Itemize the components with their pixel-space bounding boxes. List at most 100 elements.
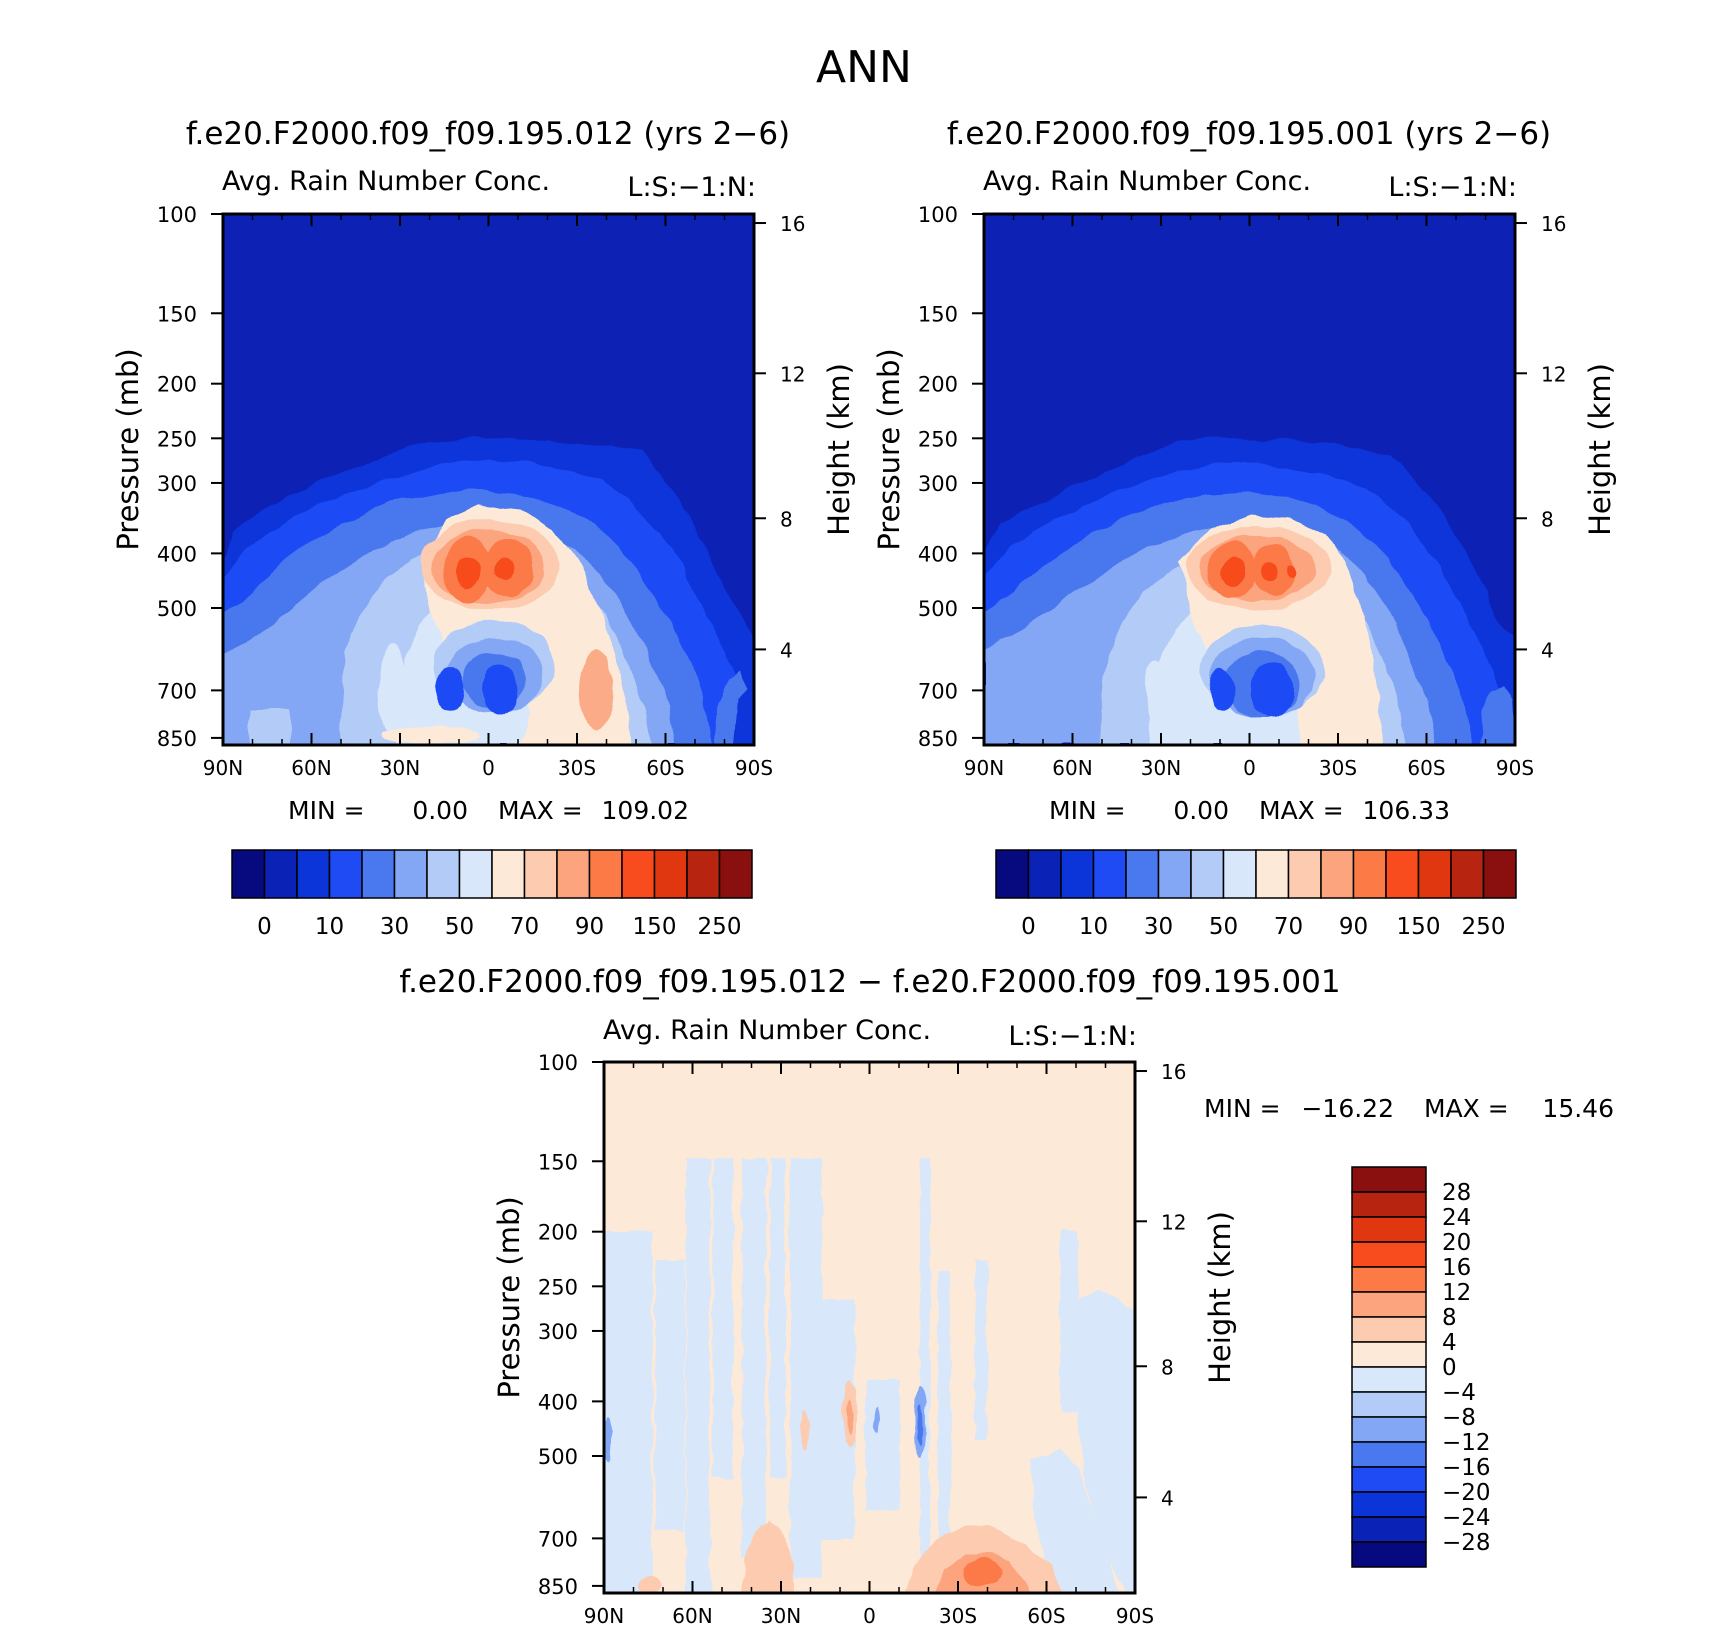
x-tick-label: 60S [1407, 756, 1445, 780]
y2-tick-label: 12 [780, 362, 805, 386]
y-tick-label: 400 [538, 1390, 578, 1414]
panel-3-tag: L:S:−1:N: [1008, 1021, 1137, 1052]
colorbar-swatch [1351, 1166, 1427, 1193]
x-tick-label: 0 [1243, 756, 1256, 780]
x-tick-label: 60N [1052, 756, 1092, 780]
contour-fill [962, 1558, 1002, 1586]
colorbar-swatch [1190, 849, 1225, 899]
contour-fill [579, 650, 613, 730]
y2-tick-label: 4 [1541, 638, 1554, 662]
colorbar-label: 90 [575, 914, 604, 940]
contour-fill [742, 1158, 766, 1558]
panel-1-colorbar: 0 10 30 50 70 90 150 250 [231, 849, 753, 940]
colorbar-label: 28 [1442, 1180, 1471, 1206]
colorbar-label: 0 [257, 914, 272, 940]
panel-3-max-value: 15.46 [1542, 1094, 1614, 1123]
colorbar-label: 8 [1442, 1305, 1457, 1331]
colorbar-label: 150 [633, 914, 677, 940]
colorbar-swatch [1351, 1191, 1427, 1218]
panel-3-contours [604, 1062, 1135, 1593]
colorbar-swatch [1125, 849, 1160, 899]
colorbar-swatch [328, 849, 363, 899]
colorbar-swatch [1385, 849, 1420, 899]
colorbar-label: 20 [1442, 1230, 1471, 1256]
colorbar-swatch [263, 849, 298, 899]
y-axis-label: Pressure (mb) [872, 348, 906, 550]
colorbar-label: 250 [1462, 914, 1506, 940]
y2-tick-label: 12 [1161, 1210, 1186, 1234]
colorbar-swatch [1060, 849, 1095, 899]
y-tick-label: 700 [538, 1527, 578, 1551]
y-tick-label: 700 [157, 679, 197, 703]
colorbar-swatch [653, 849, 688, 899]
x-tick-label: 90N [584, 1604, 624, 1628]
contour-fill [638, 1577, 662, 1593]
y2-tick-label: 8 [1161, 1355, 1174, 1379]
panel-2-min-label: MIN = [1049, 796, 1126, 825]
y-tick-label: 250 [918, 427, 958, 451]
figure-title: ANN [816, 42, 912, 93]
contour-fill [1222, 559, 1244, 585]
y-tick-label: 300 [918, 472, 958, 496]
x-tick-label: 30N [761, 1604, 801, 1628]
colorbar-label: −4 [1442, 1380, 1476, 1406]
panel-3-min-label: MIN = [1204, 1094, 1281, 1123]
contour-fill [938, 1270, 950, 1570]
colorbar-swatch [1351, 1366, 1427, 1393]
panel-2: f.e20.F2000.f09_f09.195.001 (yrs 2−6) Av… [872, 116, 1617, 780]
colorbar-swatch [1157, 849, 1192, 899]
panel-3-title: f.e20.F2000.f09_f09.195.012 − f.e20.F200… [399, 964, 1340, 1000]
colorbar-swatch [1351, 1291, 1427, 1318]
colorbar-label: 16 [1442, 1255, 1471, 1281]
contour-fill [1480, 685, 1515, 745]
panel-1-variable: Avg. Rain Number Conc. [222, 166, 550, 197]
colorbar-swatch [1351, 1416, 1427, 1443]
x-tick-label: 90S [1496, 756, 1534, 780]
y-tick-label: 850 [538, 1575, 578, 1599]
colorbar-swatch [1351, 1266, 1427, 1293]
x-tick-label: 30S [558, 756, 596, 780]
y-tick-label: 200 [918, 373, 958, 397]
x-tick-label: 90S [735, 756, 773, 780]
colorbar-swatch [296, 849, 331, 899]
colorbar-label: 50 [1209, 914, 1238, 940]
colorbar-label: 0 [1442, 1355, 1457, 1381]
colorbar-swatch [231, 849, 266, 899]
contour-fill [456, 557, 480, 587]
colorbar-swatch [1351, 1491, 1427, 1518]
y-tick-label: 500 [157, 597, 197, 621]
y-tick-label: 500 [918, 597, 958, 621]
panel-2-variable: Avg. Rain Number Conc. [983, 166, 1311, 197]
colorbar-swatch [1482, 849, 1517, 899]
colorbar-label: 12 [1442, 1280, 1471, 1306]
panel-3-max-label: MAX = [1424, 1094, 1509, 1123]
contour-fill [1262, 560, 1278, 580]
colorbar-swatch [1027, 849, 1062, 899]
y-tick-label: 100 [918, 203, 958, 227]
panel-2-max-value: 106.33 [1363, 796, 1450, 825]
colorbar-label: 4 [1442, 1330, 1457, 1356]
colorbar-swatch [1255, 849, 1290, 899]
contour-fill [1287, 565, 1297, 579]
colorbar-label: 10 [315, 914, 344, 940]
colorbar-swatch [491, 849, 526, 899]
colorbar-swatch [523, 849, 558, 899]
y-tick-label: 150 [538, 1150, 578, 1174]
colorbar-swatch [1351, 1216, 1427, 1243]
x-tick-label: 60S [1027, 1604, 1065, 1628]
panel-1-min-label: MIN = [288, 796, 365, 825]
y-tick-label: 300 [538, 1320, 578, 1344]
colorbar-swatch [1352, 849, 1387, 899]
y2-tick-label: 12 [1541, 362, 1566, 386]
y-tick-label: 200 [157, 373, 197, 397]
x-tick-label: 30N [1141, 756, 1181, 780]
y-tick-label: 100 [538, 1051, 578, 1075]
colorbar-swatch [686, 849, 721, 899]
panel-1-max-label: MAX = [498, 796, 583, 825]
panel-3-min-value: −16.22 [1301, 1094, 1394, 1123]
contour-fill [482, 664, 518, 716]
colorbar-swatch [361, 849, 396, 899]
y-tick-label: 500 [538, 1445, 578, 1469]
colorbar-swatch [1351, 1391, 1427, 1418]
contour-fill [1250, 662, 1294, 718]
